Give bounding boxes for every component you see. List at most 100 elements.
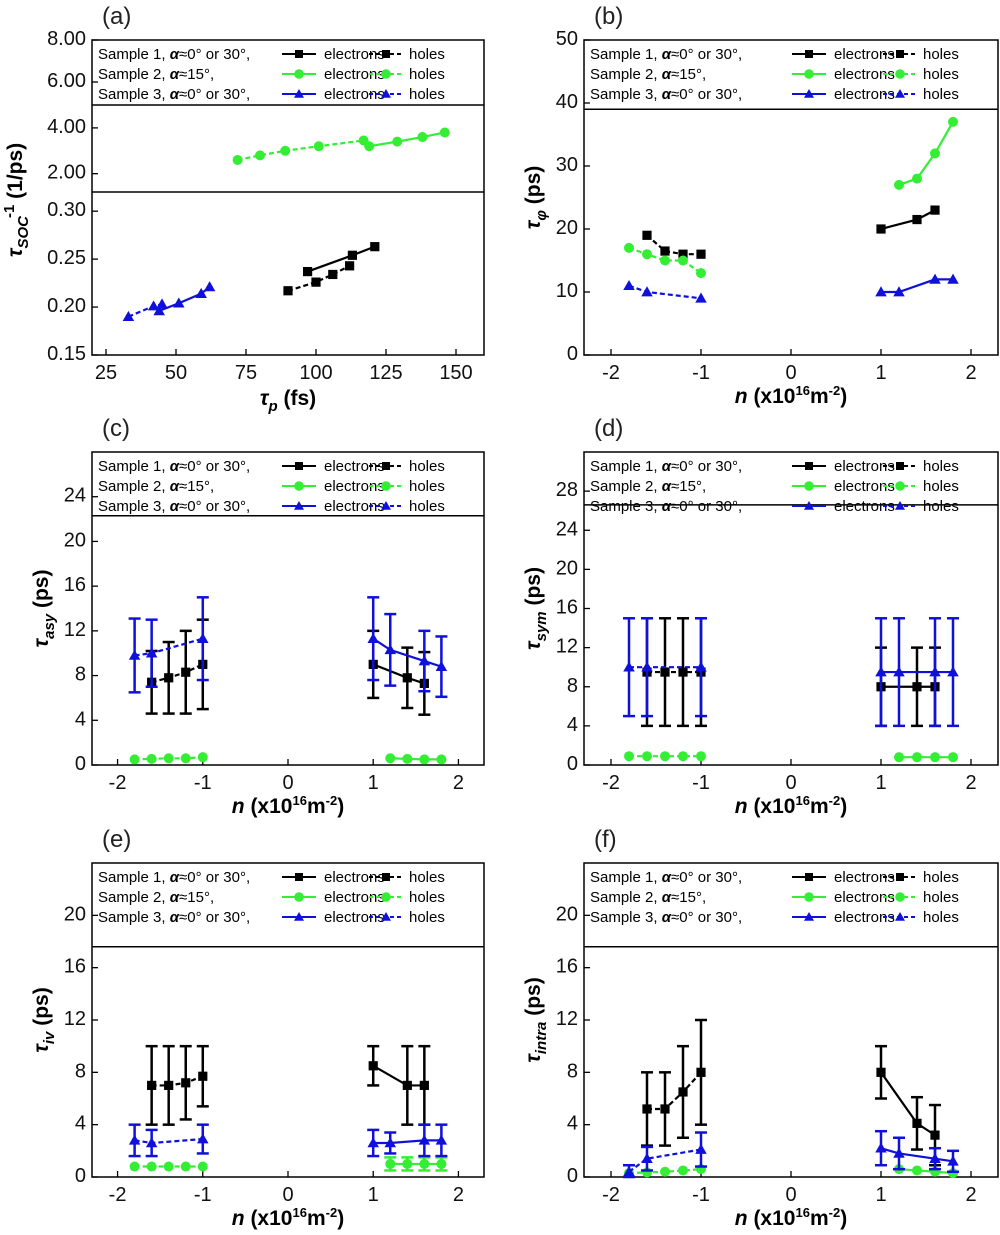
axes-frame <box>91 39 485 356</box>
data-point <box>642 1104 652 1114</box>
y-tick-label: 0 <box>567 1165 578 1187</box>
y-tick-label: 24 <box>556 518 578 540</box>
x-tick-label: 25 <box>95 362 117 384</box>
data-point <box>392 136 403 147</box>
x-tick-label: -1 <box>692 772 710 794</box>
data-point <box>624 751 634 762</box>
data-point <box>402 753 413 764</box>
x-axis-title: n (x1016m-2) <box>735 793 847 818</box>
data-point <box>203 281 216 292</box>
data-point <box>929 666 941 677</box>
data-point <box>678 1087 688 1097</box>
data-point <box>660 751 670 762</box>
x-tick-label: 1 <box>368 1184 379 1206</box>
legend-holes-marker <box>896 50 904 58</box>
y-axis-title: τasy (ps) <box>30 570 58 648</box>
data-point <box>623 1166 635 1177</box>
legend-electrons-label: electrons <box>324 909 385 926</box>
data-point <box>181 1078 191 1088</box>
x-tick-label: 50 <box>165 362 187 384</box>
legend-sample-label: Sample 3, α≈0° or 30°, <box>98 498 250 515</box>
data-point <box>696 249 706 259</box>
legend-electrons-label: electrons <box>324 66 385 83</box>
y-tick-label: 12 <box>556 1008 578 1030</box>
data-point <box>145 647 158 658</box>
data-point <box>893 1147 905 1158</box>
legend-electrons-label: electrons <box>834 458 895 475</box>
legend-sample-label: Sample 1, α≈0° or 30°, <box>590 46 742 63</box>
x-tick-label: -1 <box>194 1184 212 1206</box>
x-tick-label: -2 <box>109 1184 127 1206</box>
legend-holes-marker <box>381 501 391 510</box>
legend-electrons-marker <box>295 873 303 881</box>
y-tick-label: 30 <box>556 154 578 176</box>
legend-sample-label: Sample 3, α≈0° or 30°, <box>98 86 250 103</box>
series-line <box>628 246 702 275</box>
x-tick-label: 1 <box>368 772 379 794</box>
y-tick-label: 0.15 <box>47 343 86 365</box>
data-point <box>417 132 428 143</box>
data-point <box>947 1155 959 1166</box>
data-point <box>128 1134 141 1145</box>
data-point <box>623 661 635 672</box>
data-point <box>660 667 670 677</box>
legend-holes-marker <box>895 481 905 491</box>
x-tick-label: 2 <box>965 772 976 794</box>
legend-electrons-marker <box>804 69 814 79</box>
panel-f: (f) Sample 1, α≈0° or 30°, electrons holes S… <box>522 826 999 1230</box>
legend-electrons-marker <box>804 89 814 98</box>
x-axis-title: n (x1016m-2) <box>735 383 847 408</box>
legend-sample-label: Sample 3, α≈0° or 30°, <box>590 498 742 515</box>
y-tick-label: 0 <box>75 753 86 775</box>
y-tick-label: 20 <box>64 903 86 925</box>
data-point <box>145 1137 158 1148</box>
legend-electrons-label: electrons <box>324 46 385 63</box>
y-axis-title: τintra (ps) <box>522 977 550 1062</box>
data-point <box>129 1161 140 1172</box>
legend-holes-label: holes <box>923 498 959 515</box>
legend-electrons-marker <box>295 462 303 470</box>
data-point <box>912 173 922 184</box>
data-point <box>232 154 243 165</box>
data-point <box>439 127 450 138</box>
x-axis-title: n (x1016m-2) <box>232 1205 344 1230</box>
x-tick-label: 150 <box>439 362 472 384</box>
y-tick-label: 0 <box>75 1165 86 1187</box>
legend-holes-label: holes <box>923 909 959 926</box>
series-line <box>373 1139 442 1145</box>
data-point <box>894 752 904 763</box>
x-tick-label: 0 <box>282 772 293 794</box>
x-tick-label: 75 <box>235 362 257 384</box>
series-line <box>881 278 953 294</box>
legend-holes-marker <box>381 481 391 491</box>
legend-holes-marker <box>382 873 390 881</box>
data-point <box>385 1158 396 1169</box>
legend-electrons-marker <box>294 89 304 98</box>
y-tick-label: 20 <box>556 903 578 925</box>
legend-holes-label: holes <box>409 909 445 926</box>
data-point <box>947 666 959 677</box>
y-tick-label: 16 <box>64 574 86 596</box>
x-tick-label: 125 <box>369 362 402 384</box>
series-line <box>880 1147 954 1163</box>
data-point <box>696 268 706 279</box>
y-axis-title: τφ (ps) <box>522 166 550 229</box>
data-point <box>947 273 959 284</box>
y-axis-title: τiv (ps) <box>30 987 58 1052</box>
legend-holes-marker <box>895 69 905 79</box>
legend-electrons-marker <box>804 912 814 921</box>
legend-electrons-label: electrons <box>834 66 895 83</box>
data-point <box>368 1061 378 1071</box>
data-point <box>930 752 940 763</box>
data-point <box>912 682 922 692</box>
y-tick-label: 8 <box>567 1060 578 1082</box>
legend-electrons-marker <box>804 892 814 902</box>
y-tick-label: 16 <box>64 956 86 978</box>
data-point <box>930 1130 940 1140</box>
x-axis-title: n (x1016m-2) <box>735 1205 847 1230</box>
data-point <box>197 1133 209 1144</box>
data-point <box>624 242 634 253</box>
data-point <box>641 661 653 672</box>
data-point <box>197 632 209 643</box>
panel-b: (b) Sample 1, α≈0° or 30°, electrons holes S… <box>522 3 999 408</box>
